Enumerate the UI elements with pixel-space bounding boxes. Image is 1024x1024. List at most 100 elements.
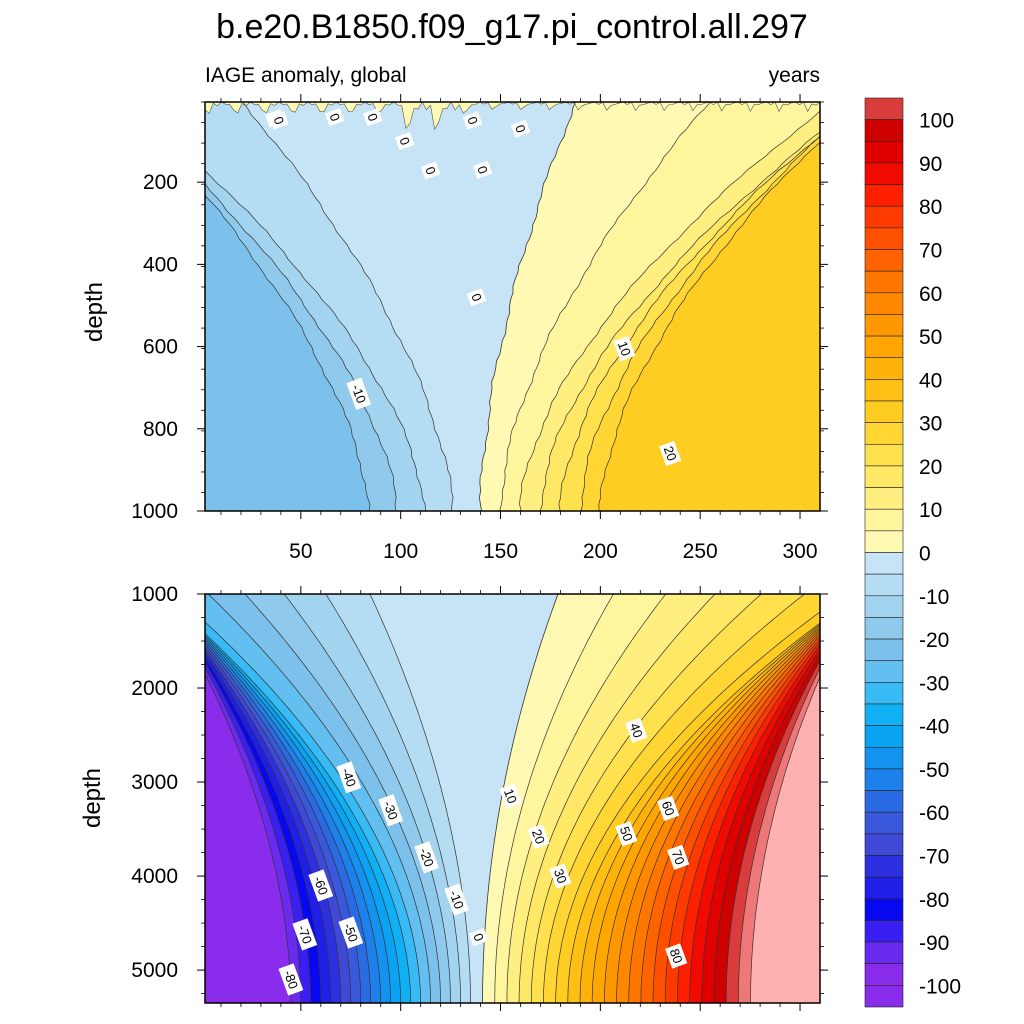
contour-label: -70 bbox=[292, 918, 318, 951]
contour-label-box bbox=[462, 111, 483, 130]
upper-contour-fills bbox=[205, 102, 820, 511]
colorbar-box bbox=[864, 335, 904, 359]
contour-line bbox=[325, 594, 461, 1003]
colorbar-box bbox=[864, 985, 904, 1008]
contour-label: -40 bbox=[336, 761, 362, 794]
colorbar-box bbox=[864, 119, 904, 142]
contour-label-text: 0 bbox=[327, 111, 344, 123]
contour-label-box bbox=[444, 883, 469, 916]
colorbar-box bbox=[864, 617, 904, 640]
colorbar-box bbox=[864, 963, 904, 986]
colorbar-box bbox=[864, 703, 904, 726]
contour-line bbox=[205, 634, 402, 1003]
colorbar-label: -10 bbox=[919, 586, 949, 609]
contour-line bbox=[205, 641, 372, 1003]
x-tick-label: 150 bbox=[483, 540, 518, 563]
contour-line bbox=[558, 135, 820, 511]
colorbar-box bbox=[864, 898, 904, 921]
colorbar-label: 40 bbox=[919, 369, 942, 392]
upper-y-axis-label: depth bbox=[81, 282, 108, 342]
colorbar-label: 60 bbox=[919, 283, 942, 306]
x-tick-label: 250 bbox=[683, 540, 718, 563]
contour-label: 80 bbox=[665, 943, 688, 969]
contour-label: 0 bbox=[324, 108, 345, 127]
contour-line bbox=[555, 611, 820, 1003]
contour-label: 70 bbox=[667, 844, 690, 870]
colorbar-box bbox=[864, 205, 904, 229]
contour-label: 0 bbox=[510, 119, 531, 138]
contour-line bbox=[628, 630, 820, 1003]
contour-label-box bbox=[394, 132, 415, 151]
y-tick-label: 400 bbox=[143, 253, 178, 276]
colorbar-label: 100 bbox=[919, 110, 954, 133]
colorbar-box bbox=[864, 833, 904, 856]
contour-label-box bbox=[549, 863, 572, 889]
colorbar: 1009080706050403020100-10-20-30-40-50-60… bbox=[864, 97, 961, 1008]
y-tick-label: 1000 bbox=[131, 500, 178, 523]
colorbar-label: 50 bbox=[919, 326, 942, 349]
colorbar-box bbox=[864, 184, 904, 207]
contour-band-negative bbox=[205, 674, 291, 1003]
contour-label: 20 bbox=[527, 823, 550, 850]
y-tick-label: 1000 bbox=[131, 583, 178, 606]
y-tick-label: 200 bbox=[143, 171, 178, 194]
contour-line bbox=[369, 594, 471, 1003]
contour-label-box bbox=[278, 963, 304, 996]
contour-line bbox=[616, 628, 820, 1003]
contour-label-text: -30 bbox=[380, 799, 401, 822]
contour-label-text: 0 bbox=[271, 115, 288, 127]
contour-label: -20 bbox=[414, 841, 439, 874]
contour-band-negative bbox=[205, 194, 370, 511]
contour-label-text: 20 bbox=[529, 827, 548, 846]
contour-label: 30 bbox=[549, 863, 572, 889]
lower-y-axis-label: depth bbox=[79, 768, 106, 828]
y-tick-label: 5000 bbox=[131, 959, 178, 982]
colorbar-box bbox=[864, 876, 904, 900]
contour-line bbox=[737, 667, 820, 1003]
contour-line bbox=[579, 623, 820, 1003]
contour-label-text: 0 bbox=[422, 165, 439, 177]
contour-line bbox=[539, 131, 820, 511]
contour-line bbox=[205, 170, 426, 511]
colorbar-box bbox=[864, 746, 904, 770]
colorbar-box bbox=[864, 465, 904, 488]
contour-line bbox=[567, 622, 820, 1003]
colorbar-label: -100 bbox=[919, 975, 961, 998]
colorbar-label: 0 bbox=[919, 543, 931, 566]
contour-band-positive bbox=[750, 677, 820, 1003]
contour-line bbox=[750, 676, 820, 1003]
contour-label-text: -70 bbox=[295, 923, 316, 946]
contour-label-text: -20 bbox=[416, 846, 437, 869]
right-subtitle: years bbox=[769, 64, 820, 87]
colorbar-box bbox=[864, 920, 904, 943]
contour-line bbox=[205, 666, 302, 1003]
contour-label-box bbox=[269, 111, 289, 130]
contour-label: 20 bbox=[659, 440, 682, 467]
contour-line bbox=[518, 594, 716, 1003]
colorbar-label: -80 bbox=[919, 889, 949, 912]
lower-contour-labels: -40 -30 -20 -10 0 -60 -50 -70 -80 10 20 30 40 50 60 70 8… bbox=[278, 717, 690, 996]
contour-label-box bbox=[615, 821, 638, 847]
colorbar-box bbox=[864, 97, 904, 120]
contour-label-box bbox=[338, 916, 364, 949]
contour-label-box bbox=[308, 869, 334, 902]
contour-label-text: 0 bbox=[468, 291, 485, 303]
contour-line bbox=[205, 657, 322, 1003]
contour-line bbox=[640, 632, 820, 1003]
contour-label: -80 bbox=[278, 963, 304, 996]
contour-label-box bbox=[468, 928, 489, 947]
left-subtitle: IAGE anomaly, global bbox=[205, 64, 407, 87]
contour-label-text: 0 bbox=[396, 135, 413, 147]
lower-contour-fills bbox=[205, 594, 820, 1003]
contour-line bbox=[689, 644, 820, 1003]
colorbar-label: -70 bbox=[919, 846, 949, 869]
colorbar-box bbox=[864, 487, 904, 510]
colorbar-box bbox=[864, 790, 904, 813]
contour-line bbox=[543, 594, 805, 1003]
contour-label: 0 bbox=[468, 928, 489, 947]
contour-label: -50 bbox=[338, 916, 364, 949]
contour-label: -10 bbox=[346, 377, 372, 410]
contour-line bbox=[580, 136, 820, 511]
contour-label: 0 bbox=[472, 160, 493, 179]
